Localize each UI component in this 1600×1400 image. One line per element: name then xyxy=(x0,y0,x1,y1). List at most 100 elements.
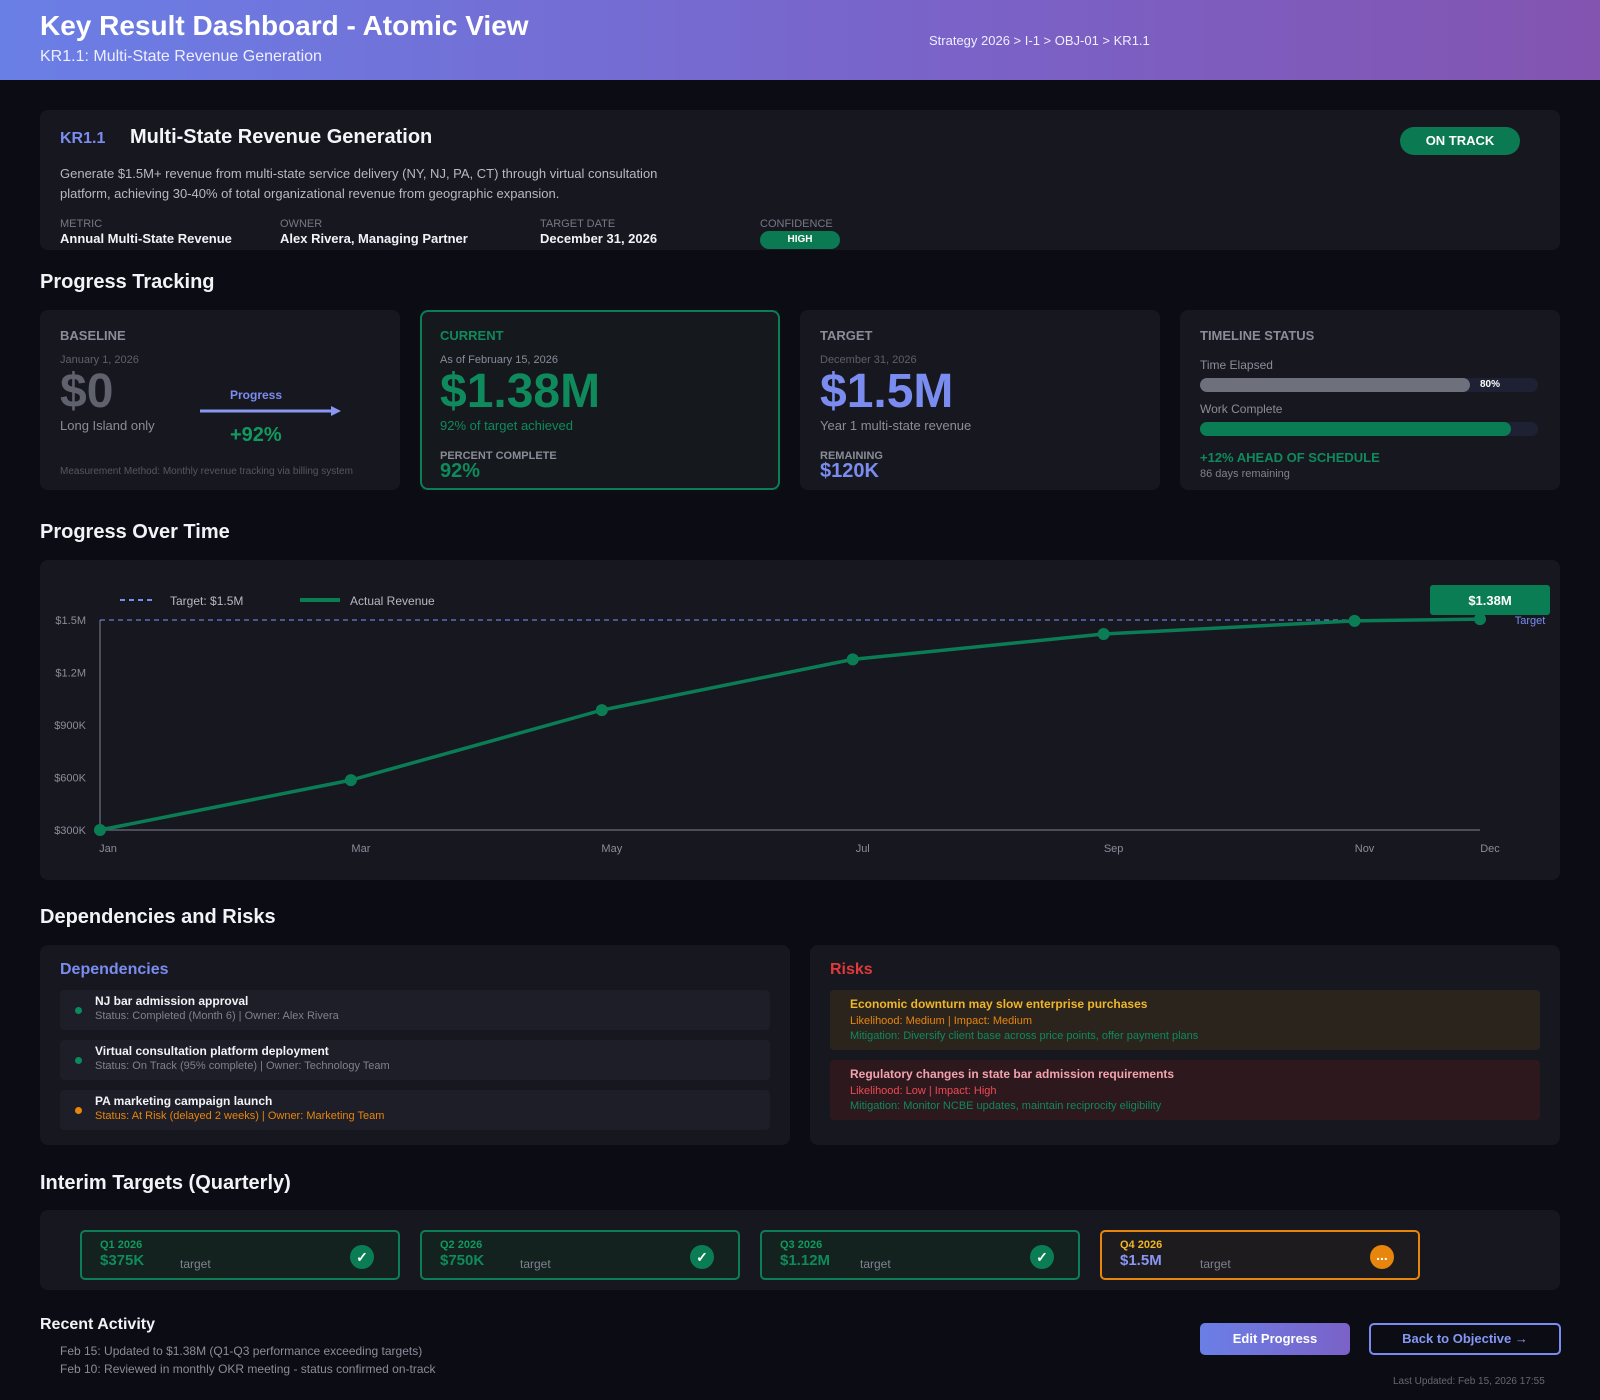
work-complete-label: Work Complete xyxy=(1200,402,1283,416)
dependency-status: Status: On Track (95% complete) | Owner:… xyxy=(95,1060,390,1072)
target-label: TARGET xyxy=(820,328,873,343)
last-updated: Last Updated: Feb 15, 2026 17:55 xyxy=(1393,1376,1545,1387)
risk-item[interactable]: Economic downturn may slow enterprise pu… xyxy=(830,990,1540,1050)
edit-progress-button[interactable]: Edit Progress xyxy=(1200,1323,1350,1355)
baseline-value: $0 xyxy=(60,365,114,418)
quarter-suffix: target xyxy=(180,1257,211,1271)
data-point xyxy=(595,704,608,717)
dependencies-card: Dependencies NJ bar admission approval S… xyxy=(40,945,790,1145)
target-note: Year 1 multi-state revenue xyxy=(820,418,972,433)
confidence-badge: HIGH xyxy=(760,231,840,249)
meta-label: OWNER xyxy=(280,218,323,230)
chart-card: $300K $600K $900K $1.2M $1.5M Jan Mar May Jul Sep… xyxy=(40,560,1560,880)
dependency-item[interactable]: NJ bar admission approval Status: Comple… xyxy=(60,990,770,1030)
risk-title: Regulatory changes in state bar admissio… xyxy=(850,1067,1175,1081)
meta-target-date: TARGET DATE December 31, 2026 xyxy=(540,218,657,246)
quarter-label: Q2 2026 xyxy=(440,1239,483,1251)
check-icon: ✓ xyxy=(1030,1245,1054,1269)
percent-complete-label: PERCENT COMPLETE xyxy=(440,450,557,462)
status-dot-icon xyxy=(75,1107,82,1114)
recent-activity-title: Recent Activity xyxy=(40,1316,155,1333)
time-elapsed-text: 80% xyxy=(1480,379,1501,390)
risk-mitigation: Mitigation: Diversify client base across… xyxy=(850,1030,1199,1042)
days-remaining: 86 days remaining xyxy=(1200,468,1290,480)
interim-targets-card: Q1 2026 $375K target ✓ Q2 2026 $750K tar… xyxy=(40,1210,1560,1290)
time-elapsed-label: Time Elapsed xyxy=(1200,358,1273,372)
remaining-value: $120K xyxy=(820,460,879,482)
section-interim-targets: Interim Targets (Quarterly) xyxy=(40,1172,291,1194)
activity-item: Feb 10: Reviewed in monthly OKR meeting … xyxy=(60,1362,436,1376)
quarter-target-q3[interactable]: Q3 2026 $1.12M target ✓ xyxy=(760,1230,1080,1280)
status-dot-icon xyxy=(75,1057,82,1064)
meta-label: TARGET DATE xyxy=(540,218,616,230)
kr-name: Multi-State Revenue Generation xyxy=(130,126,433,148)
x-tick-label: May xyxy=(601,843,622,855)
check-icon: ✓ xyxy=(690,1245,714,1269)
callout-label: $1.38M xyxy=(1468,593,1511,608)
data-point xyxy=(1348,614,1361,627)
callout-box xyxy=(1430,585,1550,615)
risk-item[interactable]: Regulatory changes in state bar admissio… xyxy=(830,1060,1540,1120)
dependency-item[interactable]: Virtual consultation platform deployment… xyxy=(60,1040,770,1080)
schedule-status: +12% AHEAD OF SCHEDULE xyxy=(1200,450,1380,465)
x-tick-label: Mar xyxy=(351,843,370,855)
remaining-label: REMAINING xyxy=(820,450,883,462)
progress-label: Progress xyxy=(230,388,283,402)
legend-target-label: Target: $1.5M xyxy=(170,594,243,608)
dependency-item[interactable]: PA marketing campaign launch Status: At … xyxy=(60,1090,770,1130)
quarter-target-q4[interactable]: Q4 2026 $1.5M target ... xyxy=(1100,1230,1420,1280)
target-line-label: Target xyxy=(1515,615,1546,627)
current-label: CURRENT xyxy=(440,328,504,343)
meta-value: Alex Rivera, Managing Partner xyxy=(280,231,468,246)
legend-actual-label: Actual Revenue xyxy=(350,594,435,608)
pending-icon: ... xyxy=(1370,1245,1394,1269)
progress-delta: +92% xyxy=(230,424,282,446)
risks-card: Risks Economic downturn may slow enterpr… xyxy=(810,945,1560,1145)
quarter-target-q2[interactable]: Q2 2026 $750K target ✓ xyxy=(420,1230,740,1280)
quarter-value: $750K xyxy=(440,1252,485,1269)
dependency-title: NJ bar admission approval xyxy=(95,994,249,1008)
baseline-date: January 1, 2026 xyxy=(60,354,139,366)
breadcrumb[interactable]: Strategy 2026 > I-1 > OBJ-01 > KR1.1 xyxy=(929,33,1150,48)
meta-value: December 31, 2026 xyxy=(540,231,658,246)
quarter-label: Q3 2026 xyxy=(780,1239,823,1251)
dependency-status: Status: Completed (Month 6) | Owner: Ale… xyxy=(95,1010,339,1022)
y-tick-label: $900K xyxy=(54,720,86,732)
kr-description: Generate $1.5M+ revenue from multi-state… xyxy=(60,166,658,201)
quarter-value: $1.5M xyxy=(1120,1252,1162,1269)
meta-metric: METRIC Annual Multi-State Revenue xyxy=(60,218,232,246)
meta-value: Annual Multi-State Revenue xyxy=(60,231,232,246)
dependency-status: Status: At Risk (delayed 2 weeks) | Owne… xyxy=(95,1110,385,1122)
x-tick-label: Jul xyxy=(856,843,870,855)
time-elapsed-bar xyxy=(1200,378,1538,392)
meta-owner: OWNER Alex Rivera, Managing Partner xyxy=(280,218,468,246)
kr-summary-card: KR1.1 Multi-State Revenue Generation ON … xyxy=(40,110,1560,250)
dependency-title: Virtual consultation platform deployment xyxy=(95,1044,329,1058)
status-badge: ON TRACK xyxy=(1400,127,1520,155)
quarter-label: Q1 2026 xyxy=(100,1239,143,1251)
data-point xyxy=(846,653,859,666)
quarter-suffix: target xyxy=(1200,1257,1231,1271)
x-tick-label: Dec xyxy=(1480,843,1500,855)
baseline-note: Long Island only xyxy=(60,418,155,433)
activity-item: Feb 15: Updated to $1.38M (Q1-Q3 perform… xyxy=(60,1344,423,1358)
progress-arrow-icon xyxy=(200,406,341,416)
meta-label: METRIC xyxy=(60,218,103,230)
page-subtitle: KR1.1: Multi-State Revenue Generation xyxy=(40,48,322,65)
risks-title: Risks xyxy=(830,961,873,978)
timeline-label: TIMELINE STATUS xyxy=(1200,328,1315,343)
section-deps-risks: Dependencies and Risks xyxy=(40,906,276,928)
current-card: CURRENT As of February 15, 2026 $1.38M 9… xyxy=(420,310,780,490)
work-complete-bar xyxy=(1200,422,1538,436)
timeline-card: TIMELINE STATUS Time Elapsed 80% Work Co… xyxy=(1180,310,1560,490)
baseline-card: BASELINE January 1, 2026 $0 Long Island … xyxy=(40,310,400,490)
data-point xyxy=(1474,613,1486,626)
back-to-objective-button[interactable]: Back to Objective → xyxy=(1369,1323,1561,1355)
revenue-line-chart: $300K $600K $900K $1.2M $1.5M Jan Mar May Jul Sep… xyxy=(54,585,1550,855)
current-note: 92% of target achieved xyxy=(440,418,573,433)
y-tick-label: $1.2M xyxy=(55,668,86,680)
risk-mitigation: Mitigation: Monitor NCBE updates, mainta… xyxy=(850,1100,1162,1112)
quarter-target-q1[interactable]: Q1 2026 $375K target ✓ xyxy=(80,1230,400,1280)
quarter-suffix: target xyxy=(860,1257,891,1271)
quarter-suffix: target xyxy=(520,1257,551,1271)
